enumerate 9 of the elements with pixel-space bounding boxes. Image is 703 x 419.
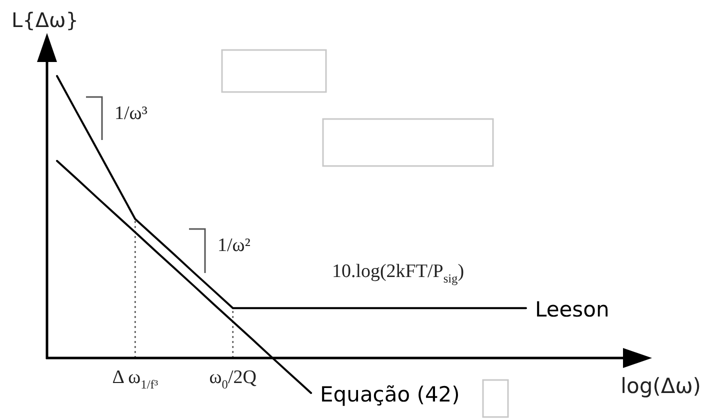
series-label: Leeson [535, 298, 610, 322]
x-tick-label: ω$_{0}$/2Q [209, 367, 257, 392]
annotation: 1/ω³ [114, 103, 148, 124]
annotation: 1/ω² [218, 235, 251, 256]
annotation: 10.log(2kFT/P$_{sig}$) [332, 261, 464, 286]
x-axis-title: log(Δω) [620, 374, 701, 398]
x-tick-label: Δ ω$_{1/f³}$ [112, 367, 158, 392]
y-axis-title: L{Δω} [11, 8, 79, 32]
series-label: Equação (42) [320, 382, 460, 406]
